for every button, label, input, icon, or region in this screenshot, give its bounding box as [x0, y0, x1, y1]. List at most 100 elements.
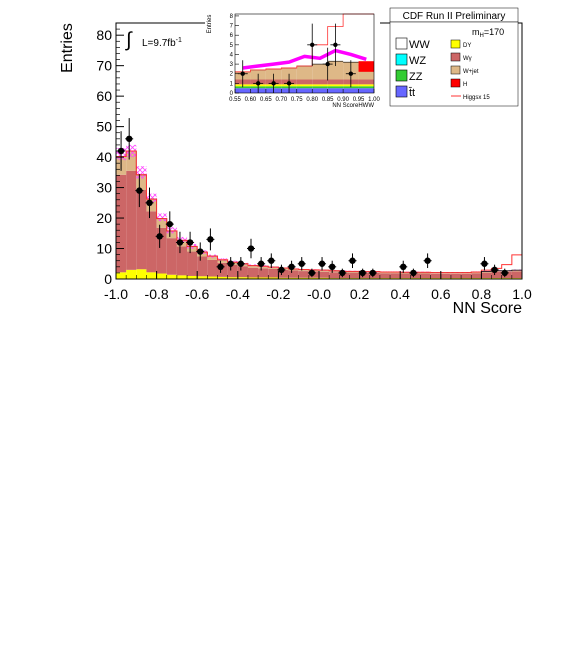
inset-data-point	[310, 42, 315, 48]
inset-higgs-path	[235, 13, 374, 73]
bar-dy	[227, 277, 238, 279]
bar-w-jet	[166, 230, 177, 239]
x-tick-label: -0.2	[266, 286, 290, 302]
inset-data-point	[286, 81, 292, 86]
x-axis-label: NN Score	[453, 300, 522, 317]
inset-y-tick-label: 0	[230, 91, 234, 97]
inset-x-tick-label: 0.70	[275, 97, 287, 103]
bar-w-	[217, 262, 228, 277]
bar-w-	[369, 272, 380, 279]
bar-dy	[217, 276, 228, 279]
data-point	[197, 248, 204, 255]
bar-dy	[166, 274, 177, 279]
data-point	[369, 269, 376, 277]
data-point	[247, 245, 255, 252]
bar-dy	[268, 277, 279, 279]
y-tick-label: 10	[96, 241, 112, 257]
x-tick-label: -0.6	[185, 286, 209, 302]
inset-y-tick-label: 4	[230, 52, 234, 58]
inset-bar	[296, 66, 313, 80]
bar-w-	[197, 256, 208, 277]
legend-label: Wγ	[463, 56, 472, 62]
bar-w-	[166, 238, 177, 275]
y-tick-label: 30	[96, 180, 112, 196]
chart-title: CDF Run II Preliminary	[403, 11, 506, 22]
x-tick-label: 0.4	[390, 286, 410, 302]
y-tick-label: 40	[96, 149, 112, 165]
legend-swatch	[450, 52, 461, 62]
data-point	[156, 233, 163, 240]
data-point	[359, 269, 366, 277]
legend-label: Higgsx 15	[463, 95, 490, 101]
inset-bar	[312, 86, 328, 89]
bar-w-	[471, 273, 482, 279]
band-bin	[136, 166, 147, 179]
bar-dy	[308, 277, 319, 279]
data-point	[481, 260, 488, 267]
inset-y-ticks: 0 1 2 3 4 5 6 7 8	[230, 14, 239, 97]
mass-label: mH=170	[472, 27, 504, 39]
bar-dy	[247, 277, 259, 279]
stacked-bars	[116, 151, 522, 279]
bar-w-	[329, 272, 340, 279]
data-point	[186, 239, 194, 246]
bar-w-	[278, 269, 289, 278]
inset-frame	[234, 13, 375, 94]
legend-swatch	[450, 78, 461, 88]
inset-x-ticks: 0.55 0.60 0.65 0.70 0.75 0.80 0.85 0.90 0.95 1.00	[229, 89, 380, 103]
data-point	[298, 260, 305, 267]
band-bin	[166, 227, 177, 234]
bar-w-	[227, 264, 238, 278]
bar-w-	[126, 170, 137, 270]
luminosity-label: ∫ L=9.7fb-1	[125, 29, 182, 51]
bar-w-jet	[156, 218, 167, 228]
legend-label: WW	[409, 39, 430, 51]
band-bin	[156, 213, 167, 222]
x-tick-label: 0.8	[472, 286, 492, 302]
bar-w-	[268, 268, 279, 278]
bar-w-jet	[187, 246, 198, 252]
bar-w-jet	[197, 252, 208, 257]
inset-y-tick-label: 1	[230, 81, 234, 87]
x-tick-label: -0.0	[307, 286, 331, 302]
integral-symbol: ∫	[125, 29, 133, 51]
bar-w-	[450, 273, 462, 279]
bar-w-	[187, 251, 198, 276]
inset-bar	[327, 84, 344, 87]
inset-bar	[312, 64, 328, 80]
bar-dy	[197, 276, 208, 279]
legend-left-column: WW WZ ZZ t̄t	[395, 37, 430, 99]
data-point	[278, 266, 285, 274]
legend: mH=170 WW WZ ZZ t̄t DY Wγ W+jet H Higgsx 15	[389, 21, 519, 107]
inset-bar	[296, 88, 313, 93]
data-point	[125, 135, 133, 143]
bar-w-jet	[136, 174, 147, 191]
bar-w-	[379, 273, 391, 279]
x-tick-label: -0.8	[145, 286, 169, 302]
bar-dy	[237, 277, 248, 279]
bar-w-	[461, 273, 472, 279]
bar-w-	[176, 246, 188, 276]
inset-bar	[296, 79, 313, 85]
bar-w-	[511, 271, 522, 279]
bar-dy	[278, 277, 289, 279]
title-box: CDF Run II Preliminary	[389, 7, 519, 23]
inset-x-tick-label: 0.65	[260, 97, 272, 103]
y-tick-label: 70	[96, 58, 112, 74]
bar-w-jet	[126, 151, 137, 171]
y-tick-label: 60	[96, 88, 112, 104]
inset-bar	[312, 79, 328, 85]
inset-data-point	[240, 71, 245, 76]
inset-y-label: Entries	[207, 15, 213, 34]
inset-x-tick-label: 0.85	[322, 97, 334, 103]
inset-bar	[312, 84, 328, 87]
legend-label: DY	[463, 43, 471, 49]
bar-w-	[481, 272, 492, 279]
legend-swatch	[395, 53, 408, 66]
inset-data-point	[325, 61, 330, 67]
legend-right-column: DY Wγ W+jet H Higgsx 15	[450, 39, 490, 101]
data-point	[166, 220, 173, 228]
data-point	[136, 187, 143, 194]
y-tick-label: 20	[96, 210, 112, 226]
